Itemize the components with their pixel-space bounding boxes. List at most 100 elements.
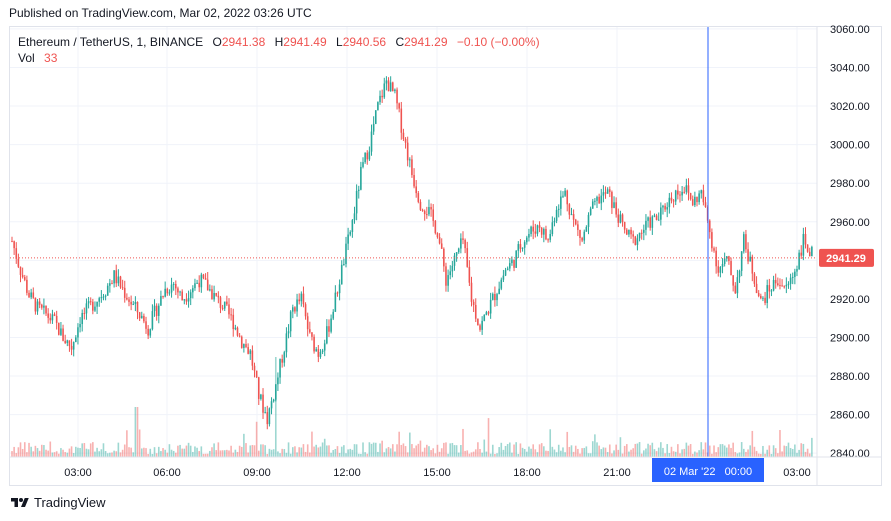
candle-body (406, 142, 409, 161)
volume-bar (281, 448, 283, 457)
candle-body (179, 291, 181, 293)
chart-frame[interactable] (9, 26, 882, 486)
volume-bar (526, 451, 528, 457)
volume-bar (289, 453, 292, 457)
candle-body (168, 292, 171, 294)
candle-body (494, 294, 496, 301)
candle-body (685, 185, 688, 192)
volume-bar (36, 448, 39, 457)
candle-body (226, 301, 228, 305)
volume-bar (600, 449, 603, 457)
volume-bar (230, 445, 232, 457)
volume-bar (736, 453, 739, 457)
candle-body (11, 241, 13, 243)
high-value: 2941.49 (283, 35, 327, 49)
candle-body (785, 284, 788, 287)
candle-body (264, 412, 266, 414)
volume-bar (553, 449, 556, 457)
last-price-badge-label: 2941.29 (826, 253, 866, 265)
candle-body (687, 185, 690, 194)
volume-bar (147, 453, 149, 457)
candle-body (111, 283, 113, 285)
volume-legend-row: Vol 33 (18, 50, 540, 66)
volume-bar (655, 451, 658, 457)
candle-body (287, 331, 290, 334)
volume-bar (547, 450, 549, 457)
candle-body (32, 292, 35, 298)
volume-bar (536, 452, 539, 457)
candle-body (64, 340, 66, 344)
volume-bar (387, 447, 390, 457)
candle-body (594, 200, 596, 202)
volume-bar (223, 450, 226, 457)
candle-body (481, 320, 483, 330)
candle-body (387, 80, 390, 92)
candle-body (338, 284, 341, 294)
candle-body (117, 276, 120, 284)
volume-bar (77, 447, 79, 457)
volume-bar (766, 449, 768, 457)
volume-bar (196, 447, 198, 457)
candle-body (377, 102, 379, 111)
candle-body (398, 103, 400, 109)
candle-body (413, 175, 415, 187)
candle-body (738, 270, 741, 278)
volume-bar (789, 448, 792, 457)
candle-body (266, 412, 269, 425)
candle-body (183, 299, 186, 301)
volume-bar (617, 449, 620, 457)
volume-bar (192, 451, 194, 457)
volume-bar (532, 444, 534, 457)
candle-body (211, 289, 213, 300)
candle-body (411, 159, 413, 176)
candle-body (732, 275, 734, 286)
symbol-title: Ethereum / TetherUS, 1, BINANCE (18, 35, 204, 49)
candle-body (526, 237, 528, 243)
candle-body (811, 246, 813, 257)
candle-body (619, 214, 622, 223)
volume-bar (319, 446, 322, 457)
volume-bar (453, 445, 456, 457)
candle-body (162, 296, 164, 298)
volume-bar (206, 453, 209, 457)
volume-bar (11, 451, 13, 457)
volume-bar (725, 447, 728, 457)
volume-bar (711, 453, 713, 457)
candle-body (194, 283, 196, 289)
volume-bar (23, 442, 26, 457)
candle-body (260, 394, 262, 399)
candle-body (85, 303, 88, 314)
brand-name: TradingView (34, 495, 106, 510)
volume-bar (140, 448, 143, 457)
candle-body (645, 220, 647, 230)
y-tick-label: 3000.00 (830, 140, 870, 152)
candle-body (500, 279, 503, 289)
candle-body (555, 209, 558, 221)
candle-body (372, 123, 375, 132)
candle-body (638, 232, 641, 239)
volume-bar (109, 452, 111, 457)
candle-body (100, 297, 103, 299)
volume-bar (787, 442, 790, 457)
candle-body (283, 352, 286, 363)
candle-body (466, 248, 469, 267)
candle-body (196, 282, 198, 284)
volume-bar (581, 448, 583, 457)
candle-body (636, 238, 639, 245)
volume-bar (55, 451, 58, 457)
candle-body (89, 301, 92, 303)
volume-bar (602, 447, 605, 457)
volume-bar (51, 452, 54, 457)
volume-bar (653, 449, 656, 457)
candle-body (313, 336, 315, 352)
candle-body (130, 301, 132, 305)
open-label: O (212, 35, 222, 49)
candle-body (806, 244, 809, 252)
candle-body (170, 284, 173, 293)
volume-bar (394, 451, 396, 457)
footer-brand[interactable]: TradingView (10, 495, 106, 510)
volume-bar (209, 450, 211, 457)
volume-bar (466, 450, 469, 457)
volume-bar (287, 442, 290, 457)
